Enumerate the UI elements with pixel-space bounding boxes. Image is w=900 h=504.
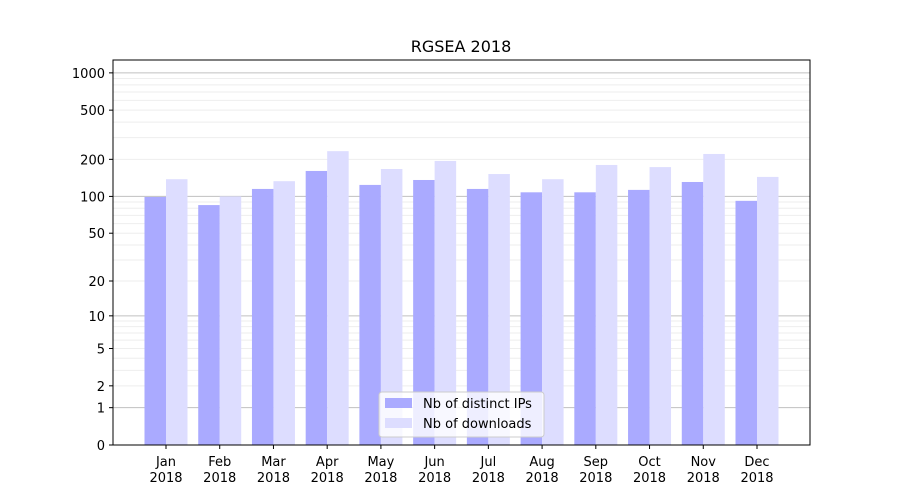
legend-swatch — [385, 418, 412, 428]
legend-label: Nb of distinct IPs — [423, 397, 532, 412]
x-tick-label: Jan 2018 — [149, 455, 182, 486]
bar — [574, 192, 596, 445]
x-tick-label: Dec 2018 — [740, 455, 773, 486]
y-tick-label: 50 — [88, 227, 105, 242]
x-tick-label: May 2018 — [364, 455, 397, 486]
x-tick-label: Jul 2018 — [472, 455, 505, 486]
y-tick-label: 200 — [80, 153, 105, 168]
x-tick-label: Aug 2018 — [526, 455, 559, 486]
y-tick-label: 20 — [88, 275, 105, 290]
y-tick-label: 2 — [97, 380, 105, 395]
bar — [703, 153, 725, 446]
x-tick-label: Jun 2018 — [418, 455, 451, 486]
x-tick-label: Mar 2018 — [257, 455, 290, 486]
bar — [273, 181, 295, 445]
legend-label: Nb of downloads — [423, 417, 532, 432]
x-tick-label: Sep 2018 — [579, 455, 612, 486]
bar — [488, 174, 510, 445]
bar — [166, 179, 188, 445]
legend-swatch — [385, 398, 412, 408]
legend-box — [378, 391, 545, 438]
bar — [327, 151, 349, 446]
y-tick-label: 5 — [97, 342, 105, 357]
bar — [681, 181, 704, 445]
x-tick-label: Nov 2018 — [687, 455, 720, 486]
bar — [380, 169, 403, 445]
bar — [466, 188, 489, 445]
bar — [305, 170, 328, 445]
bar — [359, 184, 381, 445]
x-tick-label: Apr 2018 — [311, 455, 344, 486]
bar — [595, 164, 618, 445]
bar — [757, 176, 779, 445]
y-tick-label: 1 — [97, 402, 105, 417]
bar — [413, 179, 435, 445]
y-tick-label: 500 — [80, 104, 105, 119]
y-tick-label: 100 — [80, 190, 105, 205]
bar — [628, 189, 650, 445]
bar — [434, 160, 457, 446]
bar — [251, 188, 274, 445]
bar — [198, 205, 220, 445]
plot-frame — [112, 59, 811, 446]
bar — [144, 196, 166, 445]
x-tick-label: Oct 2018 — [633, 455, 666, 486]
bar — [542, 179, 564, 445]
bar — [520, 192, 543, 445]
y-tick-label: 10 — [88, 310, 105, 325]
bar — [649, 167, 672, 445]
bar — [735, 200, 757, 445]
bar — [219, 196, 242, 445]
y-tick-label: 0 — [97, 439, 105, 454]
legend: Nb of distinct IPs Nb of downloads — [378, 391, 545, 438]
y-tick-label: 1000 — [72, 67, 105, 82]
chart-title: RGSEA 2018 — [411, 37, 512, 56]
x-tick-label: Feb 2018 — [203, 455, 236, 486]
